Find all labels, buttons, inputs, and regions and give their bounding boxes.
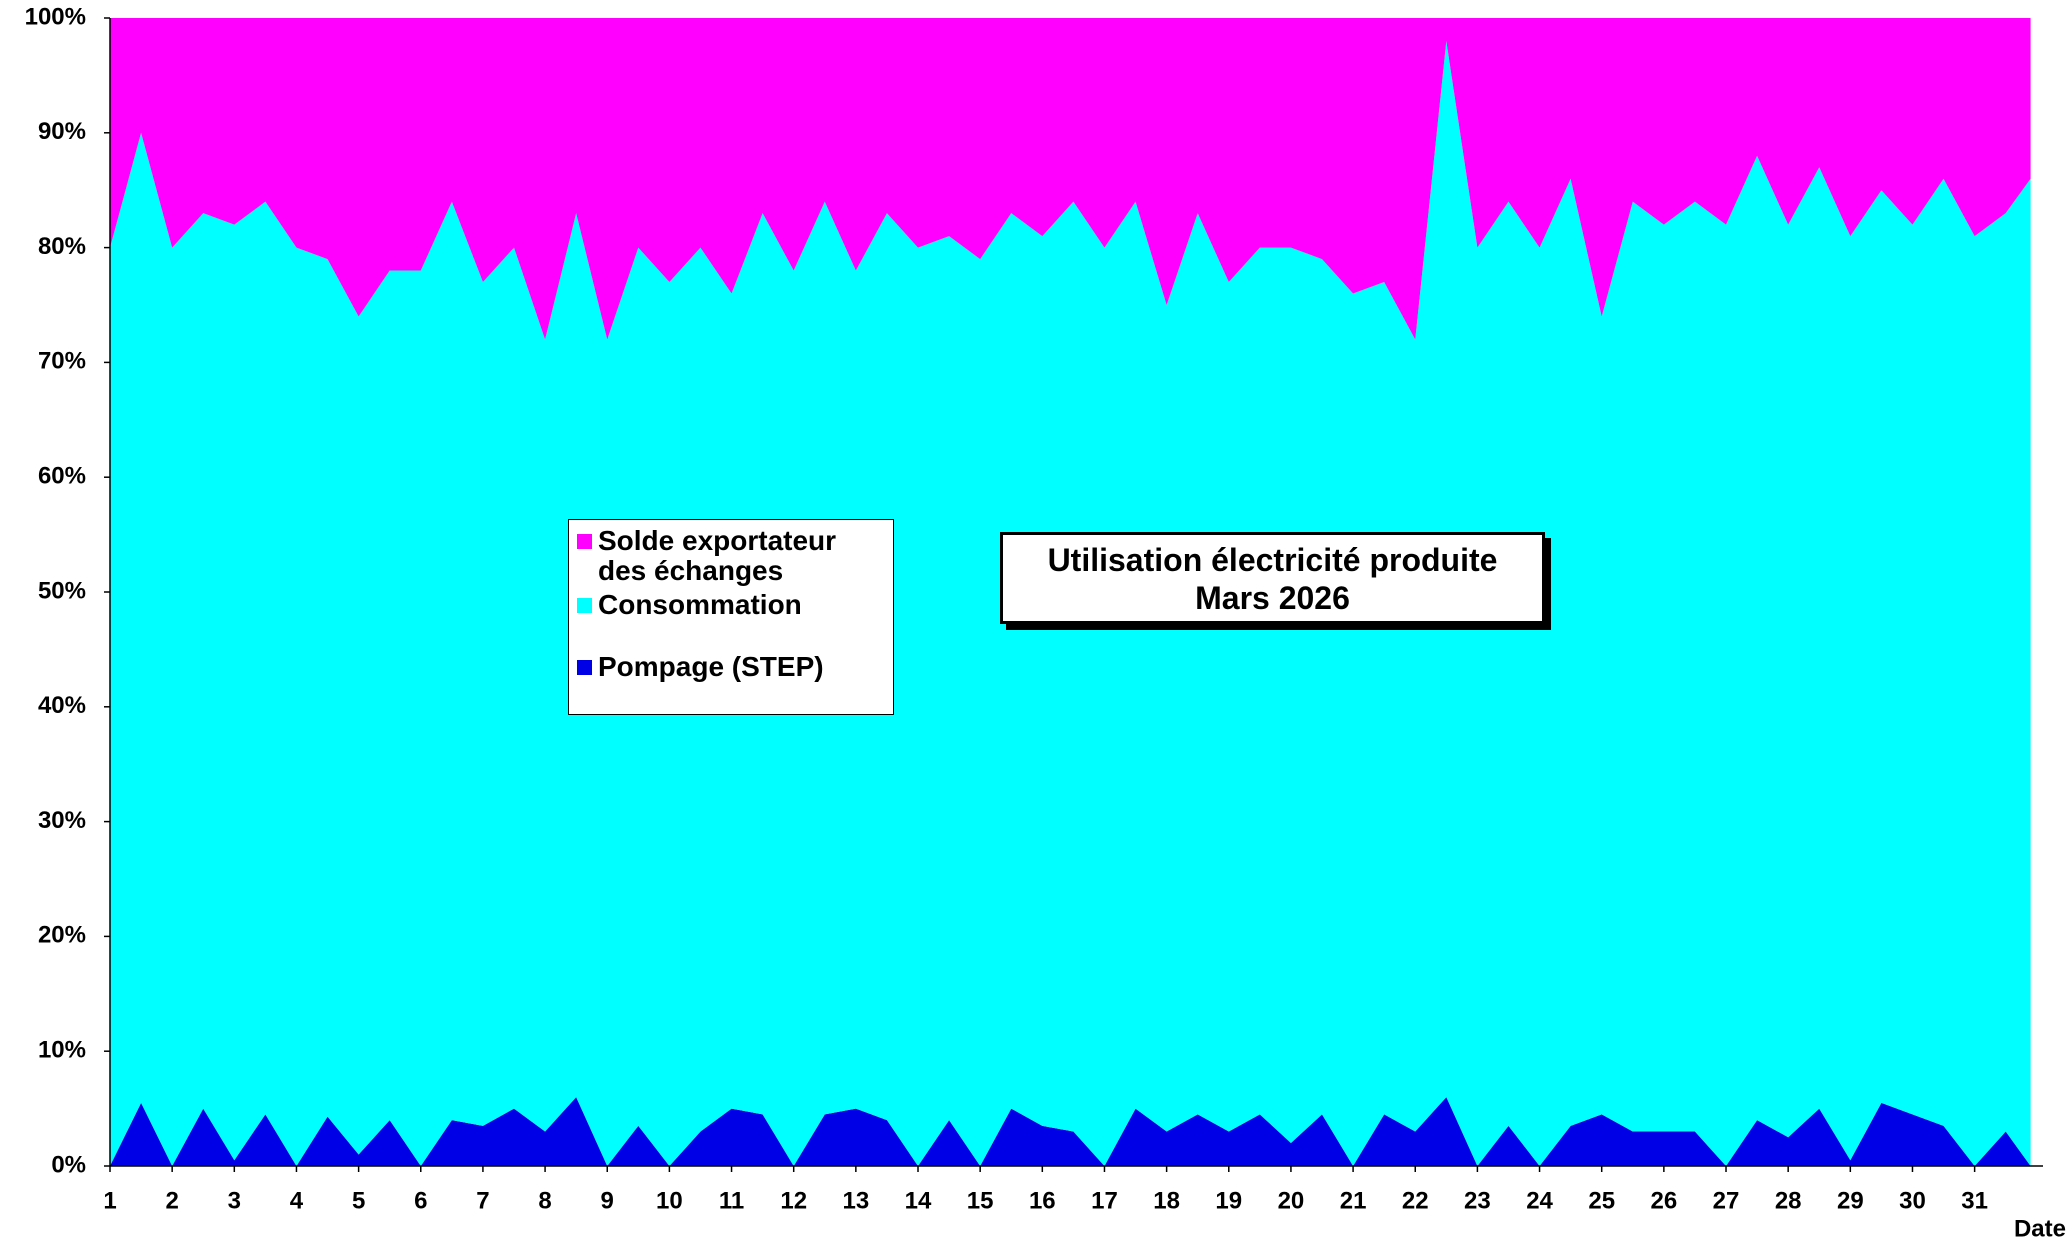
y-tick-label: 100% [25,3,86,30]
x-tick-label: 1 [103,1187,116,1214]
x-tick-label: 12 [780,1187,807,1214]
y-tick-label: 40% [38,692,86,719]
x-tick-label: 16 [1029,1187,1056,1214]
x-tick-label: 3 [228,1187,241,1214]
area [110,18,2031,340]
x-tick-label: 27 [1713,1187,1740,1214]
x-tick-label: 4 [290,1187,304,1214]
y-tick-label: 90% [38,118,86,145]
x-tick-label: 30 [1899,1187,1926,1214]
x-tick-label: 2 [165,1187,178,1214]
x-tick-label: 23 [1464,1187,1491,1214]
x-tick-label: 7 [476,1187,489,1214]
x-tick-label: 11 [719,1187,744,1214]
x-tick-label: 8 [538,1187,551,1214]
x-tick-label: 13 [843,1187,870,1214]
x-tick-label: 19 [1215,1187,1242,1214]
y-tick-label: 20% [38,922,86,949]
legend-entry: Pompage (STEP) [577,652,885,682]
x-tick-label: 28 [1775,1187,1802,1214]
x-tick-label: 31 [1961,1187,1988,1214]
legend: Solde exportateur des échanges Consommati… [568,519,894,715]
x-tick-label: 5 [352,1187,365,1214]
x-tick-label: 9 [601,1187,614,1214]
legend-label: Consommation [598,589,802,620]
x-axis-label: Date [2014,1215,2066,1242]
chart-title: Mars 2026 [1195,580,1350,616]
x-tick-label: 22 [1402,1187,1429,1214]
x-tick-label: 10 [656,1187,683,1214]
y-tick-label: 10% [38,1037,86,1064]
chart-title: Utilisation électricité produite [1047,542,1498,578]
legend-swatch [577,534,592,549]
x-tick-label: 17 [1091,1187,1118,1214]
x-tick-label: 20 [1278,1187,1305,1214]
x-tick-label: 21 [1340,1187,1367,1214]
title-box: Utilisation électricité produite Mars 20… [1000,532,1545,624]
legend-swatch [577,598,592,613]
x-tick-label: 29 [1837,1187,1864,1214]
y-tick-label: 30% [38,807,86,834]
x-tick-label: 24 [1526,1187,1553,1214]
x-tick-label: 26 [1651,1187,1678,1214]
x-tick-label: 18 [1153,1187,1180,1214]
area [110,1097,2031,1166]
legend-entry: Consommation [577,590,885,620]
x-tick-label: 6 [414,1187,427,1214]
y-tick-label: 0% [51,1151,86,1178]
legend-swatch [577,660,592,675]
legend-entry: Solde exportateur des échanges [577,526,885,586]
legend-label: Pompage (STEP) [598,651,824,682]
x-tick-label: 15 [967,1187,994,1214]
y-tick-label: 70% [38,348,86,375]
legend-label: Solde exportateur des échanges [598,525,837,586]
x-tick-label: 14 [905,1187,932,1214]
x-tick-label: 25 [1588,1187,1615,1214]
y-tick-label: 50% [38,577,86,604]
y-tick-label: 60% [38,463,86,490]
y-tick-label: 80% [38,233,86,260]
